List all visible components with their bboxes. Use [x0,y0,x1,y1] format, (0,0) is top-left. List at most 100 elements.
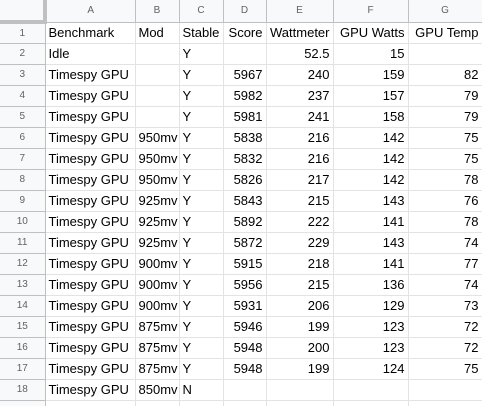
row-header[interactable]: 5 [0,106,46,128]
row-header[interactable]: 6 [0,127,46,149]
cell-c[interactable]: Y [179,85,224,107]
cell-b[interactable]: 925mv [135,232,180,254]
cell-d[interactable] [223,400,267,406]
cell-e[interactable]: 241 [266,106,334,128]
cell-a[interactable]: Timespy GPU [45,127,136,149]
cell-c[interactable]: Y [179,316,224,338]
cell-d[interactable]: 5967 [223,64,267,86]
cell-f[interactable]: 123 [333,337,409,359]
cell-a[interactable]: Timespy GPU [45,106,136,128]
cell-d[interactable]: 5838 [223,127,267,149]
row-header[interactable]: 17 [0,358,46,380]
row-header[interactable]: 2 [0,43,46,65]
cell-a[interactable] [45,400,136,406]
cell-g[interactable]: 72 [408,337,482,359]
cell-e[interactable]: Wattmeter [266,22,334,44]
column-header-c[interactable]: C [179,0,224,23]
cell-f[interactable] [333,400,409,406]
cell-d[interactable]: 5915 [223,253,267,275]
cell-a[interactable]: Timespy GPU [45,337,136,359]
cell-d[interactable]: 5948 [223,358,267,380]
cell-g[interactable]: 73 [408,295,482,317]
cell-d[interactable]: 5832 [223,148,267,170]
row-header[interactable]: 19 [0,400,46,406]
cell-e[interactable] [266,400,334,406]
cell-b[interactable] [135,106,180,128]
cell-g[interactable]: 75 [408,148,482,170]
cell-g[interactable]: 77 [408,253,482,275]
cell-g[interactable]: 74 [408,232,482,254]
cell-a[interactable]: Timespy GPU [45,64,136,86]
column-header-d[interactable]: D [223,0,267,23]
cell-c[interactable]: Y [179,358,224,380]
row-header[interactable]: 10 [0,211,46,233]
cell-f[interactable]: 124 [333,358,409,380]
cell-d[interactable]: 5981 [223,106,267,128]
cell-g[interactable] [408,379,482,401]
cell-c[interactable]: Y [179,274,224,296]
cell-b[interactable]: 950mv [135,127,180,149]
cell-f[interactable]: 142 [333,148,409,170]
cell-e[interactable]: 215 [266,274,334,296]
cell-e[interactable] [266,379,334,401]
cell-a[interactable]: Timespy GPU [45,232,136,254]
cell-e[interactable]: 218 [266,253,334,275]
column-header-f[interactable]: F [333,0,409,23]
cell-b[interactable]: 875mv [135,316,180,338]
cell-g[interactable]: 75 [408,358,482,380]
cell-a[interactable]: Timespy GPU [45,190,136,212]
cell-a[interactable]: Timespy GPU [45,85,136,107]
row-header[interactable]: 13 [0,274,46,296]
cell-e[interactable]: 52.5 [266,43,334,65]
cell-g[interactable]: 78 [408,211,482,233]
column-header-a[interactable]: A [45,0,136,23]
cell-g[interactable]: 76 [408,190,482,212]
row-header[interactable]: 4 [0,85,46,107]
cell-f[interactable]: 158 [333,106,409,128]
cell-d[interactable]: Score [223,22,267,44]
cell-f[interactable]: 157 [333,85,409,107]
row-header[interactable]: 12 [0,253,46,275]
cell-c[interactable]: Y [179,43,224,65]
cell-f[interactable]: 15 [333,43,409,65]
cell-e[interactable]: 215 [266,190,334,212]
cell-c[interactable]: Y [179,232,224,254]
cell-c[interactable]: Y [179,253,224,275]
cell-d[interactable]: 5872 [223,232,267,254]
cell-b[interactable]: 900mv [135,295,180,317]
cell-c[interactable]: Y [179,211,224,233]
cell-d[interactable]: 5931 [223,295,267,317]
row-header[interactable]: 15 [0,316,46,338]
cell-c[interactable]: Y [179,169,224,191]
cell-e[interactable]: 206 [266,295,334,317]
row-header[interactable]: 11 [0,232,46,254]
cell-d[interactable]: 5843 [223,190,267,212]
cell-a[interactable]: Timespy GPU [45,295,136,317]
cell-b[interactable]: 950mv [135,169,180,191]
row-header[interactable]: 1 [0,22,46,44]
cell-d[interactable] [223,379,267,401]
cell-e[interactable]: 217 [266,169,334,191]
cell-b[interactable]: 875mv [135,358,180,380]
cell-b[interactable] [135,43,180,65]
cell-f[interactable]: 136 [333,274,409,296]
cell-g[interactable]: 82 [408,64,482,86]
cell-b[interactable]: 850mv [135,379,180,401]
cell-f[interactable]: 143 [333,190,409,212]
cell-g[interactable]: GPU Temp [408,22,482,44]
cell-c[interactable]: Y [179,190,224,212]
cell-f[interactable]: 123 [333,316,409,338]
cell-a[interactable]: Benchmark [45,22,136,44]
cell-d[interactable] [223,43,267,65]
cell-b[interactable]: 900mv [135,253,180,275]
cell-f[interactable]: 129 [333,295,409,317]
cell-a[interactable]: Timespy GPU [45,274,136,296]
cell-f[interactable] [333,379,409,401]
cell-d[interactable]: 5892 [223,211,267,233]
cell-g[interactable]: 78 [408,169,482,191]
cell-d[interactable]: 5946 [223,316,267,338]
column-header-b[interactable]: B [135,0,180,23]
cell-f[interactable]: 142 [333,127,409,149]
select-all-corner[interactable] [0,0,47,24]
column-header-g[interactable]: G [408,0,482,23]
